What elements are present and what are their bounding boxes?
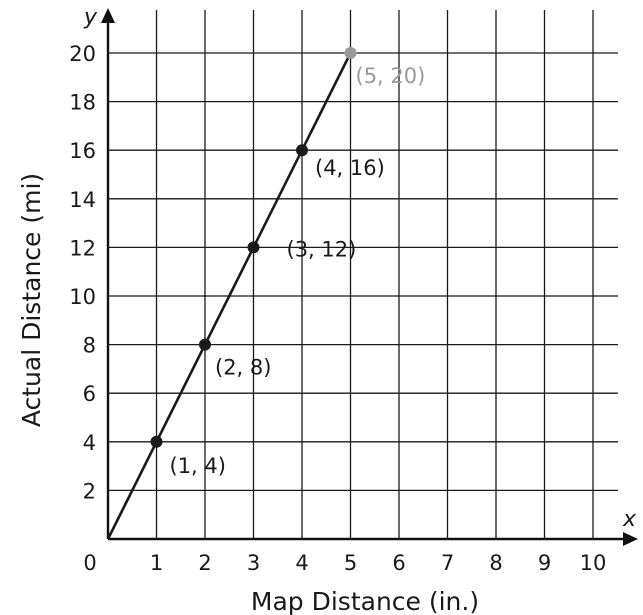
x-tick-label: 2 xyxy=(198,551,211,575)
y-tick-label: 20 xyxy=(69,42,96,66)
y-tick-label: 4 xyxy=(83,431,96,455)
data-point-label: (1, 4) xyxy=(170,454,226,478)
y-tick-label: 18 xyxy=(69,91,96,115)
y-tick-label: 2 xyxy=(83,479,96,503)
data-point-label: (3, 12) xyxy=(287,237,357,261)
series-line xyxy=(106,52,352,540)
x-tick-label: 5 xyxy=(344,551,357,575)
y-axis-arrow-icon xyxy=(101,8,115,23)
data-point-label: (2, 8) xyxy=(215,356,271,380)
data-point-label: (5, 20) xyxy=(356,64,426,88)
x-axis-arrow-icon xyxy=(623,532,638,546)
y-axis-variable: y xyxy=(83,5,98,30)
axis-titles: Map Distance (in.) Actual Distance (mi) x y xyxy=(17,5,637,615)
data-point xyxy=(199,338,211,351)
x-tick-label: 0 xyxy=(83,551,96,575)
x-axis-title: Map Distance (in.) xyxy=(251,587,479,615)
x-tick-label: 1 xyxy=(150,551,163,575)
data-point-label: (4, 16) xyxy=(315,156,385,180)
y-axis-title: Actual Distance (mi) xyxy=(17,173,46,427)
x-tick-label: 8 xyxy=(489,551,502,575)
x-tick-label: 6 xyxy=(392,551,405,575)
data-point xyxy=(247,241,260,254)
x-tick-label: 10 xyxy=(580,551,607,575)
data-point xyxy=(150,435,163,448)
x-tick-label: 3 xyxy=(247,551,260,575)
y-tick-label: 6 xyxy=(83,382,96,406)
data-point xyxy=(296,144,308,157)
x-tick-label: 9 xyxy=(538,551,551,575)
y-tick-label: 8 xyxy=(83,334,96,358)
data-points: (1, 4) (2, 8) (3, 12) (4, 16) (5, 20) xyxy=(150,47,426,478)
x-tick-label: 7 xyxy=(441,551,454,575)
y-tick-label: 12 xyxy=(69,236,96,260)
series xyxy=(106,52,352,540)
y-tick-label: 10 xyxy=(69,285,96,309)
y-tick-label: 14 xyxy=(69,188,96,212)
data-point xyxy=(344,47,357,59)
x-tick-label: 4 xyxy=(295,551,308,575)
axes xyxy=(101,8,638,546)
grid xyxy=(108,10,618,539)
x-axis-variable: x xyxy=(622,507,637,532)
y-tick-label: 16 xyxy=(69,139,96,163)
